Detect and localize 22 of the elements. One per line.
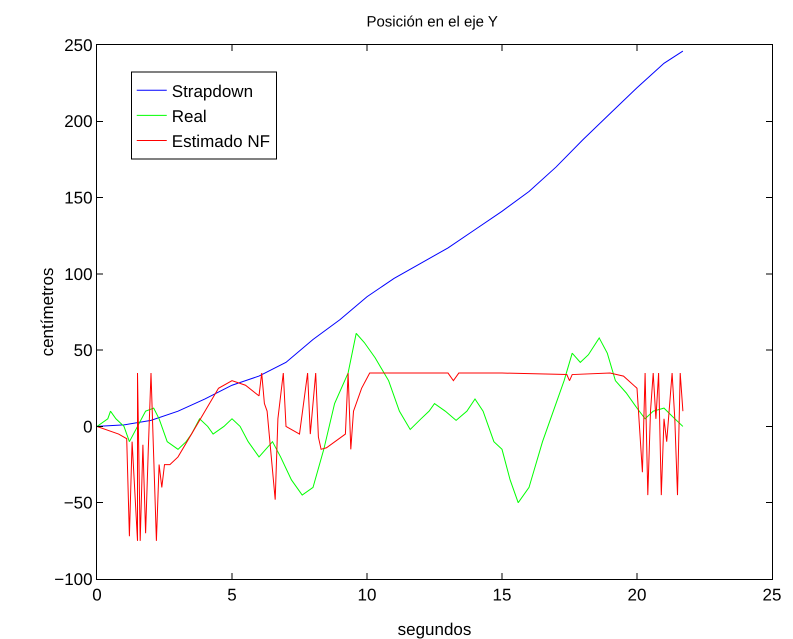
x-tick-label: 15	[492, 585, 512, 604]
chart-title: Posición en el eje Y	[366, 13, 498, 30]
x-tick-label: 25	[762, 585, 782, 604]
y-tick-label: 100	[64, 264, 93, 284]
x-tick-label: 10	[358, 585, 376, 604]
y-tick-label: 150	[64, 188, 93, 208]
legend-label: Real	[172, 106, 207, 126]
line-series	[97, 332, 684, 504]
legend-label: Strapdown	[172, 82, 254, 101]
line-series	[97, 372, 684, 542]
x-tick-label: 20	[628, 585, 646, 604]
line-series	[97, 50, 684, 427]
y-axis-title: centímetros	[38, 268, 57, 356]
y-tick-label: 50	[74, 341, 93, 360]
x-axis-title: segundos	[398, 620, 472, 639]
y-tick-label: 200	[64, 112, 93, 132]
x-tick-label: 5	[227, 585, 237, 604]
y-tick-label: 0	[83, 417, 93, 436]
legend-label: Estimado NF	[172, 132, 270, 152]
y-tick-label: −100	[54, 570, 93, 589]
y-tick-label: 250	[64, 36, 93, 55]
y-tick-label: −50	[64, 494, 93, 513]
